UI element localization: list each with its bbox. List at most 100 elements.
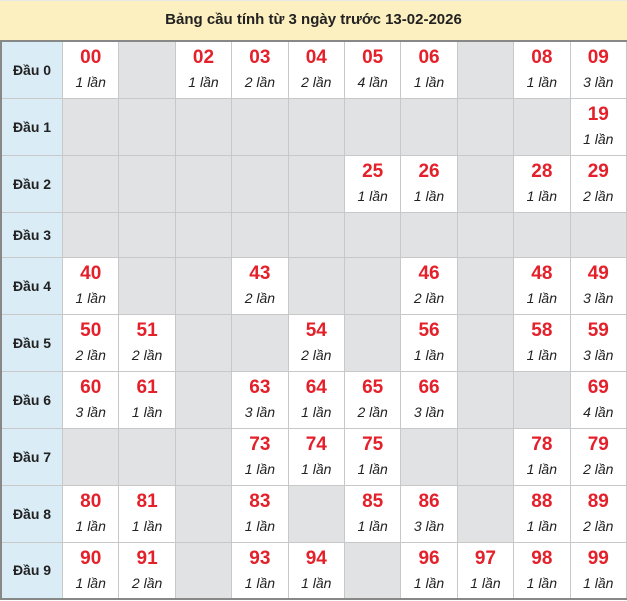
lotto-number: 54	[305, 320, 327, 341]
number-cell: 61 1 lần	[118, 370, 176, 429]
occurrence-count: 1 lần	[470, 574, 501, 591]
number-cell: 65 2 lần	[343, 370, 402, 429]
lotto-number: 74	[305, 434, 327, 455]
lotto-number: 85	[362, 491, 384, 512]
empty-cell	[456, 40, 515, 99]
number-cell: 25 1 lần	[343, 154, 402, 213]
empty-cell	[400, 97, 458, 156]
number-cell: 19 1 lần	[569, 97, 627, 156]
empty-cell	[343, 211, 402, 258]
occurrence-count: 1 lần	[75, 74, 106, 91]
number-cell: 26 1 lần	[400, 154, 458, 213]
row-label: Đầu 8	[0, 484, 63, 543]
number-cell: 97 1 lần	[456, 541, 515, 600]
occurrence-count: 2 lần	[244, 74, 276, 91]
empty-cell	[456, 427, 515, 486]
empty-cell	[343, 313, 402, 372]
occurrence-count: 2 lần	[583, 188, 614, 204]
empty-cell	[400, 211, 458, 258]
number-cell: 54 2 lần	[287, 313, 345, 372]
empty-cell	[456, 211, 515, 258]
occurrence-count: 1 lần	[357, 518, 388, 534]
empty-cell	[174, 97, 233, 156]
empty-cell	[118, 154, 176, 213]
lotto-number: 49	[587, 263, 609, 284]
row-label: Đầu 7	[0, 427, 63, 486]
occurrence-count: 1 lần	[357, 188, 388, 204]
occurrence-count: 3 lần	[583, 290, 614, 306]
number-cell: 79 2 lần	[569, 427, 627, 486]
empty-cell	[118, 97, 176, 156]
lotto-number: 56	[418, 320, 440, 341]
empty-cell	[174, 484, 233, 543]
occurrence-count: 3 lần	[244, 404, 276, 420]
number-cell: 75 1 lần	[343, 427, 402, 486]
number-cell: 64 1 lần	[287, 370, 345, 429]
row-label: Đầu 2	[0, 154, 63, 213]
lotto-number: 25	[362, 161, 384, 182]
table-row: Đầu 5 50 2 lần 51 2 lần 54 2 lần 56 1 lần 58 1 lần…	[0, 313, 627, 372]
row-label: Đầu 3	[0, 211, 63, 258]
number-cell: 49 3 lần	[569, 256, 627, 315]
table-row: Đầu 2 25 1 lần 26 1 lần 28 1 lần 29 2 lần	[0, 154, 627, 213]
empty-cell	[174, 154, 233, 213]
lotto-number: 00	[80, 47, 102, 69]
empty-cell	[61, 427, 120, 486]
table-row: Đầu 7 73 1 lần 74 1 lần 75 1 lần 78 1 lần 79 2 lần	[0, 427, 627, 486]
lotto-number: 96	[418, 547, 440, 569]
lotto-number: 63	[249, 377, 271, 398]
empty-cell	[456, 154, 515, 213]
empty-cell	[174, 313, 233, 372]
occurrence-count: 4 lần	[357, 74, 388, 91]
occurrence-count: 2 lần	[583, 461, 614, 477]
number-cell: 78 1 lần	[513, 427, 571, 486]
number-cell: 04 2 lần	[287, 40, 345, 99]
number-cell: 28 1 lần	[513, 154, 571, 213]
lotto-number: 66	[418, 377, 440, 398]
occurrence-count: 3 lần	[583, 74, 614, 91]
lotto-number: 59	[587, 320, 609, 341]
occurrence-count: 1 lần	[413, 74, 445, 91]
number-cell: 88 1 lần	[513, 484, 571, 543]
lotto-number: 51	[136, 320, 158, 341]
occurrence-count: 1 lần	[75, 518, 106, 534]
number-cell: 43 2 lần	[231, 256, 289, 315]
lotto-number: 79	[587, 434, 609, 455]
occurrence-count: 1 lần	[357, 461, 388, 477]
table-title: Bảng cầu tính từ 3 ngày trước 13-02-2026	[0, 0, 627, 40]
empty-cell	[513, 97, 571, 156]
row-label: Đầu 0	[0, 40, 63, 99]
number-cell: 74 1 lần	[287, 427, 345, 486]
occurrence-count: 1 lần	[526, 74, 557, 91]
number-cell: 89 2 lần	[569, 484, 627, 543]
occurrence-count: 2 lần	[131, 574, 163, 591]
empty-cell	[456, 484, 515, 543]
lotto-number: 19	[587, 104, 609, 125]
number-cell: 56 1 lần	[400, 313, 458, 372]
occurrence-count: 1 lần	[244, 574, 276, 591]
number-cell: 08 1 lần	[513, 40, 571, 99]
number-cell: 09 3 lần	[569, 40, 627, 99]
lotto-number: 98	[531, 547, 553, 569]
empty-cell	[287, 256, 345, 315]
empty-cell	[569, 211, 627, 258]
occurrence-count: 3 lần	[413, 404, 445, 420]
number-cell: 83 1 lần	[231, 484, 289, 543]
occurrence-count: 4 lần	[583, 404, 614, 420]
number-cell: 02 1 lần	[174, 40, 233, 99]
number-cell: 96 1 lần	[400, 541, 458, 600]
lotto-number: 89	[587, 491, 609, 512]
number-cell: 94 1 lần	[287, 541, 345, 600]
number-cell: 98 1 lần	[513, 541, 571, 600]
occurrence-count: 1 lần	[526, 188, 557, 204]
occurrence-count: 1 lần	[583, 131, 614, 147]
row-label: Đầu 1	[0, 97, 63, 156]
table-row: Đầu 8 80 1 lần 81 1 lần 83 1 lần 85 1 lần 86 3 lần…	[0, 484, 627, 543]
occurrence-count: 2 lần	[301, 347, 332, 363]
empty-cell	[400, 427, 458, 486]
number-cell: 66 3 lần	[400, 370, 458, 429]
empty-cell	[456, 256, 515, 315]
lotto-number: 58	[531, 320, 553, 341]
lotto-number: 06	[418, 47, 440, 69]
lotto-number: 40	[80, 263, 102, 284]
